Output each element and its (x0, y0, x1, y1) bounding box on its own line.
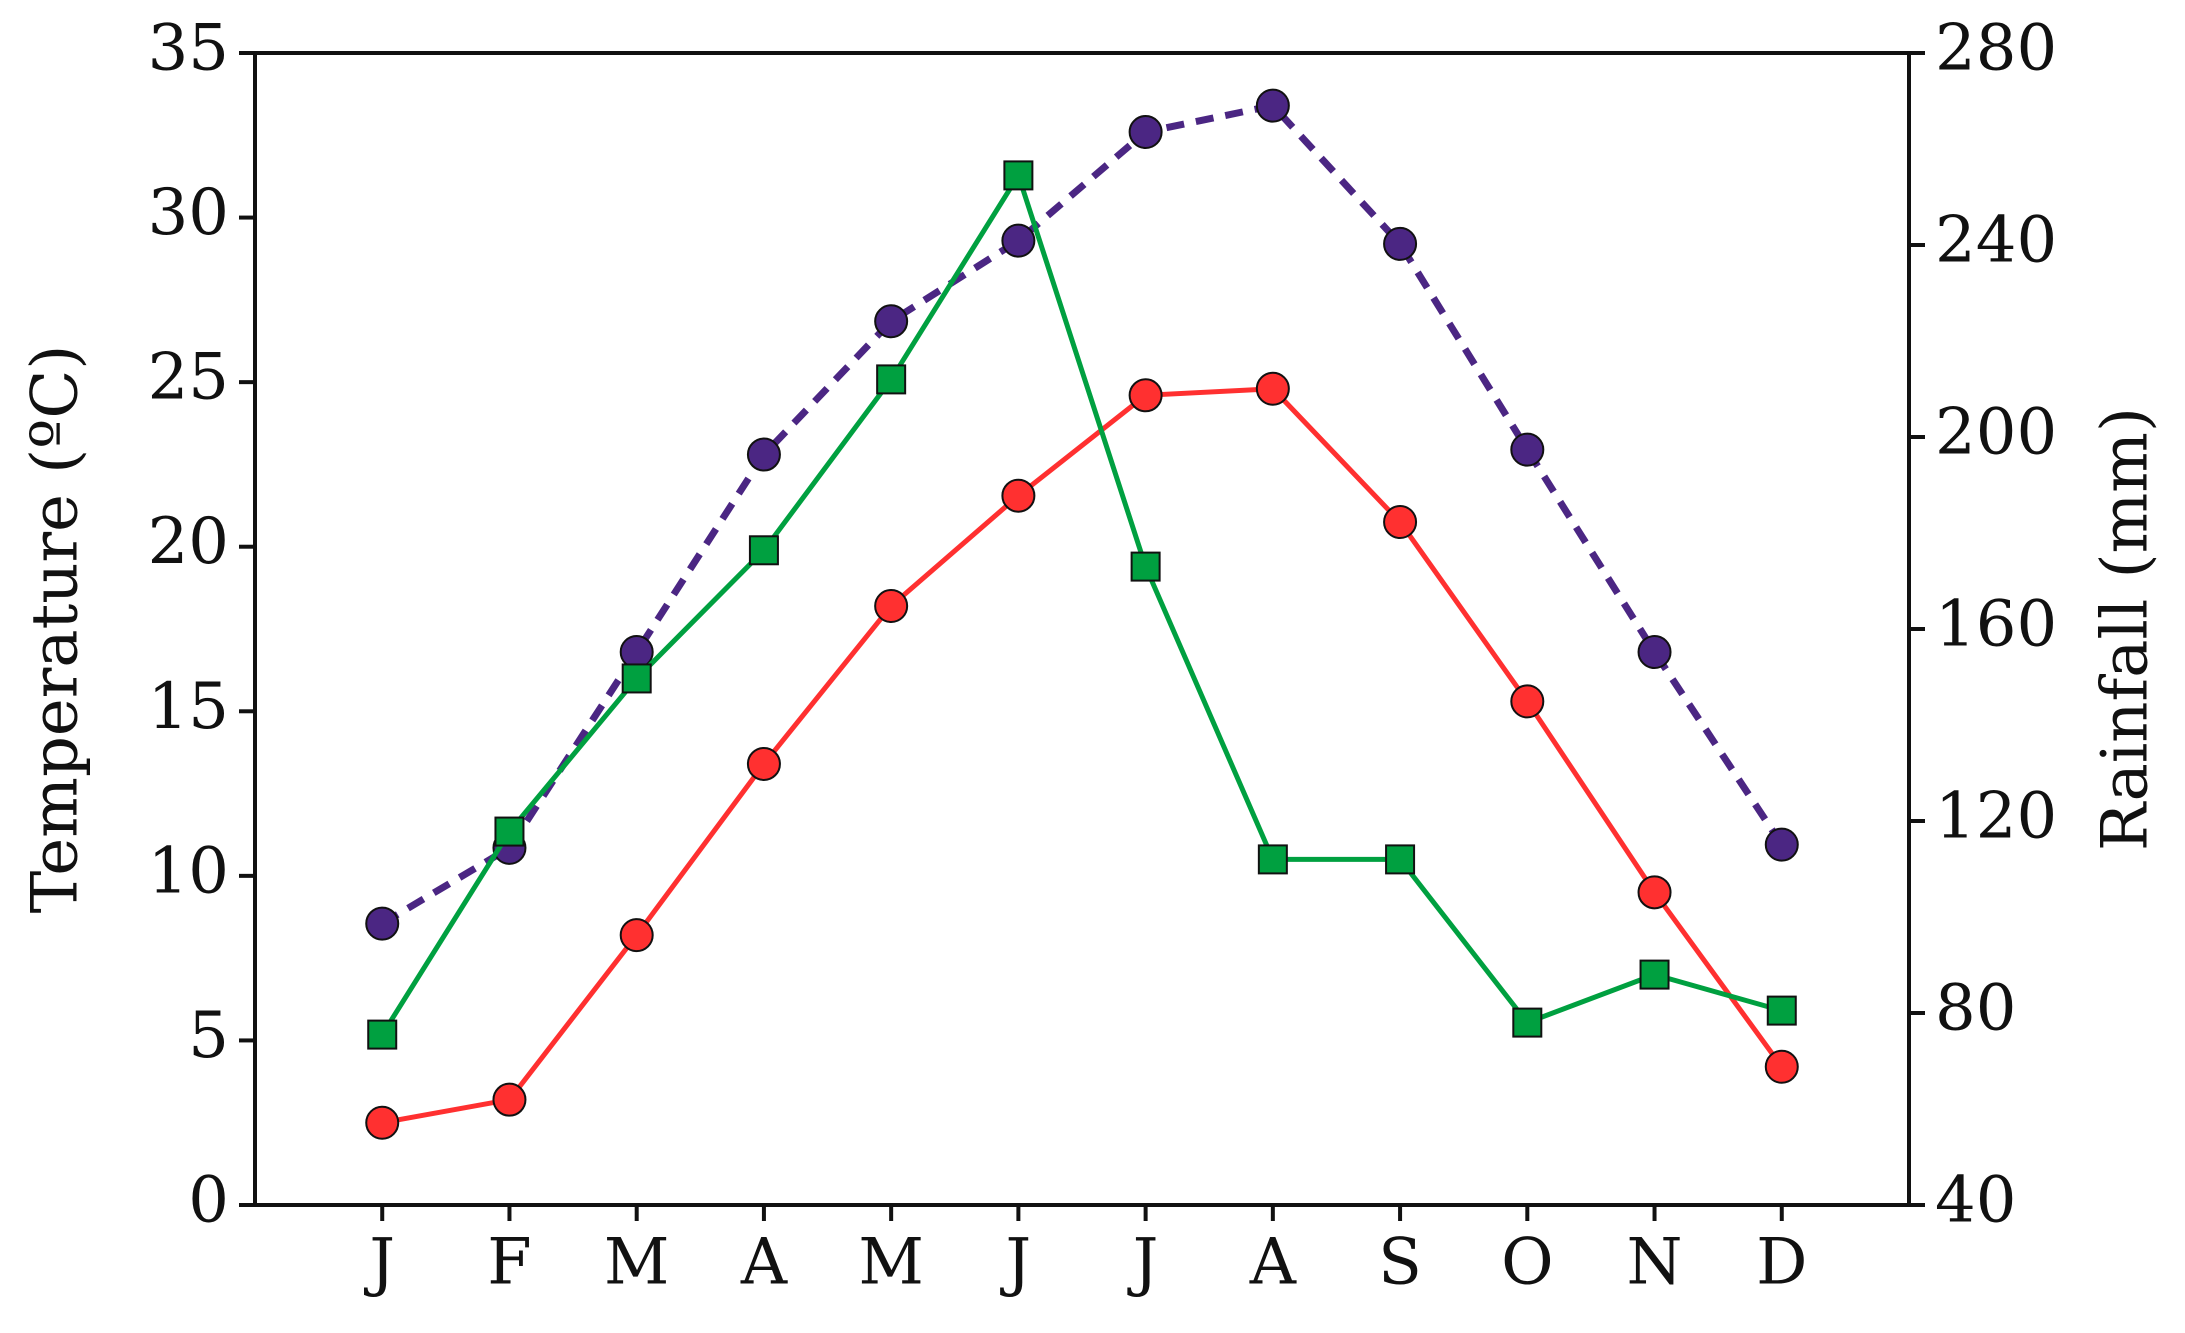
x-tick-label: J (1000, 1226, 1032, 1300)
x-tick-label: M (604, 1226, 670, 1300)
marker (1639, 959, 1670, 990)
y-tick-label: 0 (188, 1164, 229, 1238)
marker (1003, 160, 1034, 191)
x-tick-label: A (1249, 1226, 1297, 1300)
series-line (380, 169, 1783, 1036)
y2-tick-label: 280 (1935, 12, 2057, 86)
y2-tick-label: 80 (1935, 972, 2016, 1046)
marker (1383, 226, 1418, 261)
x-tick-label: M (858, 1226, 924, 1300)
series-line (380, 101, 1785, 927)
marker (746, 746, 781, 781)
x-tick-label: N (1627, 1226, 1683, 1300)
marker (746, 437, 781, 472)
y2-tick-label: 120 (1935, 780, 2057, 854)
marker (619, 918, 654, 953)
y-tick-label: 5 (188, 999, 229, 1073)
marker (748, 535, 779, 566)
marker (1255, 371, 1290, 406)
marker (876, 364, 907, 395)
marker (619, 635, 654, 670)
marker (1637, 635, 1672, 670)
x-tick-label: S (1378, 1226, 1422, 1300)
marker (1764, 827, 1799, 862)
marker (1001, 478, 1036, 513)
marker (367, 1019, 398, 1050)
marker (621, 663, 652, 694)
y-axis-label: Temperature (ºC) (19, 345, 93, 914)
y2-tick-label: 240 (1935, 204, 2057, 278)
marker (1257, 844, 1288, 875)
marker (1512, 1007, 1543, 1038)
y-tick-label: 20 (148, 505, 229, 579)
y-tick-label: 35 (148, 12, 229, 86)
marker (1385, 844, 1416, 875)
marker (874, 588, 909, 623)
y-tick-label: 25 (148, 341, 229, 415)
y2-tick-label: 40 (1935, 1164, 2016, 1238)
marker (365, 906, 400, 941)
x-tick-label: O (1501, 1226, 1553, 1300)
marker (365, 1105, 400, 1140)
plot-frame (253, 51, 1911, 1207)
series-line (381, 386, 1784, 1126)
x-tick-label: J (363, 1226, 395, 1300)
marker (1130, 551, 1161, 582)
marker (1255, 88, 1290, 123)
y2-axis-label: Rainfall (mm) (2089, 407, 2163, 851)
marker (1637, 875, 1672, 910)
marker (1001, 223, 1036, 258)
y-tick-label: 15 (148, 670, 229, 744)
y-tick-label: 10 (148, 834, 229, 908)
x-tick-label: D (1756, 1226, 1807, 1300)
x-tick-label: A (740, 1226, 788, 1300)
y2-tick-label: 160 (1935, 588, 2057, 662)
marker (494, 816, 525, 847)
marker (1510, 684, 1545, 719)
x-tick-label: F (487, 1226, 531, 1300)
marker (1128, 114, 1163, 149)
marker (874, 304, 909, 339)
marker (1764, 1049, 1799, 1084)
marker (492, 1082, 527, 1117)
x-tick-label: J (1127, 1226, 1159, 1300)
marker (1383, 505, 1418, 540)
y-tick-label: 30 (148, 176, 229, 250)
marker (1510, 432, 1545, 467)
marker (1766, 995, 1797, 1026)
marker (1128, 378, 1163, 413)
y2-tick-label: 200 (1935, 396, 2057, 470)
